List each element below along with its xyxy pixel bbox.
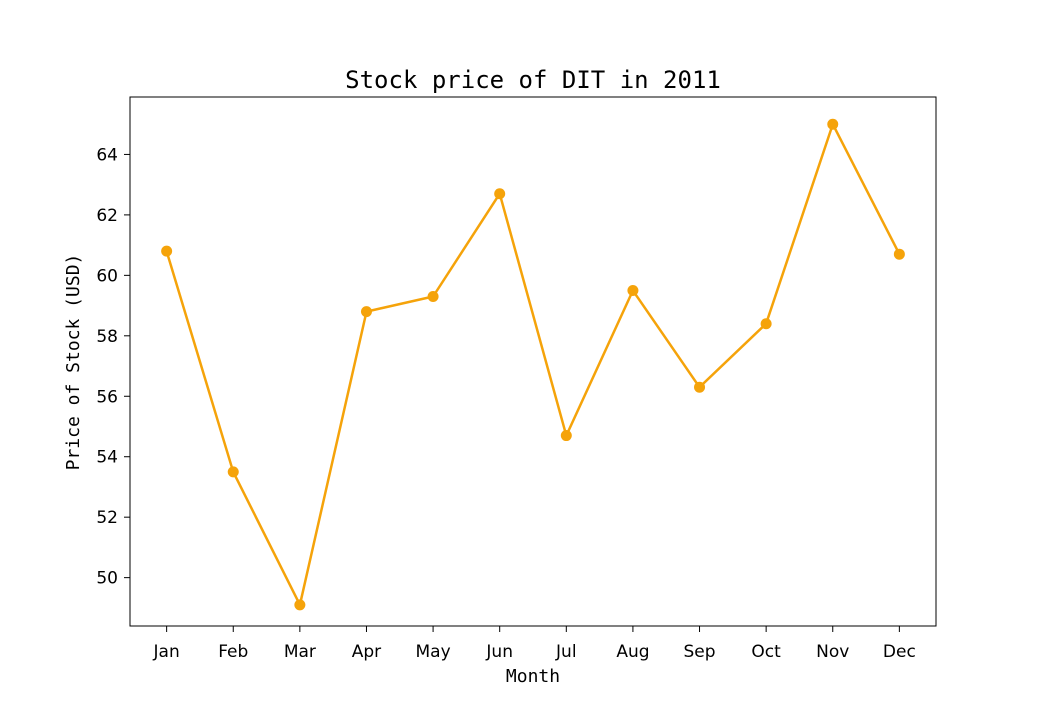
- x-tick-label: Oct: [751, 642, 781, 662]
- y-tick-label: 58: [96, 327, 118, 347]
- y-tick-label: 52: [96, 508, 118, 528]
- data-point: [161, 245, 173, 257]
- y-tick-label: 60: [96, 266, 118, 286]
- x-tick-label: Mar: [284, 642, 316, 662]
- data-point: [494, 188, 506, 200]
- x-tick-label: Sep: [684, 642, 716, 662]
- x-tick-label: Apr: [352, 642, 381, 662]
- plot-area: [129, 96, 937, 627]
- data-point: [360, 306, 372, 318]
- x-tick-label: Jul: [555, 642, 577, 662]
- x-axis-label: Month: [506, 666, 560, 687]
- y-tick-label: 54: [96, 448, 118, 468]
- y-tick-label: 56: [96, 387, 118, 407]
- x-tick-label: Dec: [883, 642, 916, 662]
- data-point: [427, 291, 439, 303]
- x-tick-label: Jun: [485, 642, 513, 662]
- x-tick-label: Feb: [218, 642, 248, 662]
- x-tick-label: Nov: [816, 642, 849, 662]
- plot-frame: [129, 96, 937, 627]
- data-point: [227, 466, 239, 478]
- x-tick-label: Aug: [616, 642, 649, 662]
- series-group: [161, 118, 905, 611]
- data-point: [760, 318, 772, 330]
- data-point: [627, 284, 639, 296]
- y-tick-label: 62: [96, 206, 118, 226]
- x-tick-label: Jan: [153, 642, 180, 662]
- data-point: [827, 118, 839, 130]
- y-tick-label: 64: [96, 145, 118, 165]
- y-tick-label: 50: [96, 569, 118, 589]
- y-axis-label: Price of Stock (USD): [63, 254, 84, 471]
- data-point: [560, 430, 572, 442]
- data-point: [893, 248, 905, 260]
- x-axis: Jan Feb Mar Apr May Jun Jul Aug Sep Oct Nov Dec: [153, 626, 916, 662]
- chart-title: Stock price of DIT in 2011: [345, 66, 721, 94]
- data-point: [294, 599, 306, 611]
- series-line: [165, 122, 901, 607]
- x-tick-label: May: [416, 642, 451, 662]
- y-axis: 50 52 54 56 58 60 62 64: [96, 145, 130, 589]
- data-point: [694, 381, 706, 393]
